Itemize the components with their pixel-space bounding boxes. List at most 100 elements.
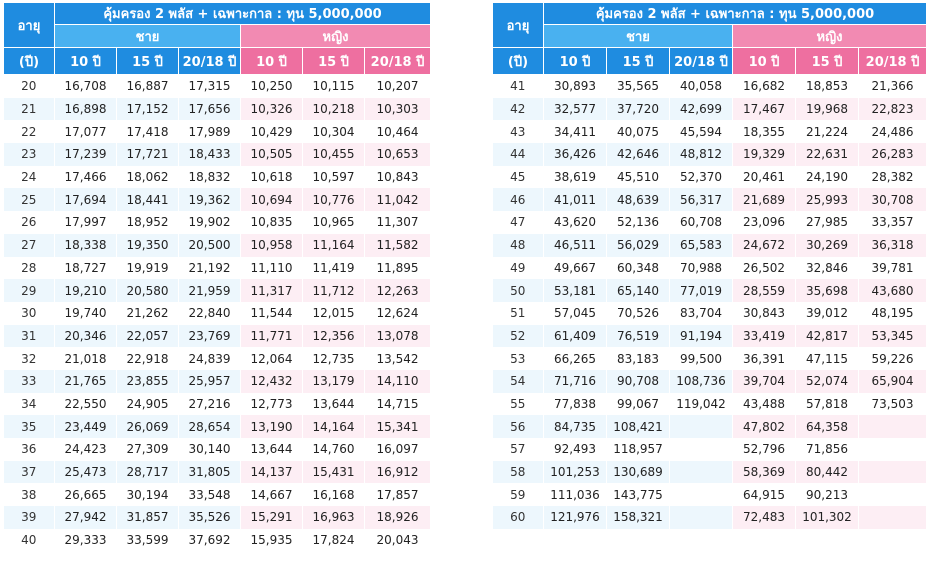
premium-cell: 23,096 — [732, 211, 796, 234]
table-row: 57 92,493 118,957 52,796 71,856 — [492, 438, 927, 461]
premium-cell: 72,483 — [732, 506, 796, 529]
premium-cell: 101,253 — [543, 460, 607, 484]
age-cell: 48 — [492, 233, 544, 257]
premium-cell: 15,431 — [302, 460, 365, 484]
table-row: 36 24,423 27,309 30,140 13,644 14,760 16,097 — [3, 438, 432, 461]
premium-cell: 17,077 — [54, 120, 117, 144]
premium-cell: 36,391 — [732, 347, 796, 370]
premium-cell: 24,486 — [858, 120, 927, 144]
premium-cell: 17,466 — [54, 165, 117, 189]
premium-cell: 43,680 — [858, 279, 927, 302]
term-20-female: 20/18 ปี — [363, 47, 432, 75]
age-cell: 56 — [492, 415, 544, 438]
age-cell: 27 — [3, 233, 55, 257]
premium-cell: 27,309 — [116, 438, 179, 461]
table-row: 47 43,620 52,136 60,708 23,096 27,985 33,357 — [492, 211, 927, 234]
premium-cell: 19,902 — [178, 211, 241, 234]
premium-cell: 99,500 — [669, 347, 733, 370]
table-row: 20 16,708 16,887 17,315 10,250 10,115 10,207 — [3, 74, 432, 98]
premium-cell: 16,682 — [732, 74, 796, 98]
premium-cell: 24,423 — [54, 438, 117, 461]
premium-cell — [669, 506, 733, 529]
premium-cell: 80,442 — [795, 460, 859, 484]
premium-cell: 19,362 — [178, 188, 241, 212]
premium-cell: 66,265 — [543, 347, 607, 370]
age-cell: 32 — [3, 347, 55, 370]
term-15-male: 15 ปี — [116, 47, 179, 75]
premium-cell: 18,338 — [54, 233, 117, 257]
table-row: 25 17,694 18,441 19,362 10,694 10,776 11,042 — [3, 188, 432, 212]
table-row: 54 71,716 90,708 108,736 39,704 52,074 65,904 — [492, 369, 927, 393]
premium-cell: 47,115 — [795, 347, 859, 370]
table-row: 52 61,409 76,519 91,194 33,419 42,817 53,345 — [492, 324, 927, 348]
age-unit: (ปี) — [492, 47, 544, 75]
term-20-female: 20/18 ปี — [857, 47, 927, 75]
age-cell: 49 — [492, 256, 544, 280]
premium-cell: 12,624 — [364, 301, 432, 325]
premium-cell: 90,213 — [795, 483, 859, 507]
premium-cell: 111,036 — [543, 483, 607, 507]
table-row: 53 66,265 83,183 99,500 36,391 47,115 59,226 — [492, 347, 927, 370]
premium-cell: 52,136 — [606, 211, 670, 234]
premium-cell: 20,580 — [116, 279, 179, 302]
premium-cell: 22,840 — [178, 301, 241, 325]
premium-cell: 34,411 — [543, 120, 607, 144]
premium-cell: 108,736 — [669, 369, 733, 393]
age-cell: 28 — [3, 256, 55, 280]
premium-cell: 28,382 — [858, 165, 927, 189]
premium-cell: 28,717 — [116, 460, 179, 484]
premium-cell: 92,493 — [543, 438, 607, 461]
premium-cell — [669, 415, 733, 438]
premium-cell: 158,321 — [606, 506, 670, 529]
term-10-female: 10 ปี — [732, 47, 796, 75]
premium-cell: 10,250 — [240, 74, 303, 98]
premium-table-left: อายุ คุ้มครอง 2 พลัส + เฉพาะกาล : ทุน 5,… — [3, 2, 432, 552]
table-row: 46 41,011 48,639 56,317 21,689 25,993 30,708 — [492, 188, 927, 212]
premium-cell — [669, 438, 733, 461]
age-cell: 44 — [492, 143, 544, 166]
premium-cell: 52,074 — [795, 369, 859, 393]
premium-cell: 18,727 — [54, 256, 117, 280]
premium-cell: 12,735 — [302, 347, 365, 370]
premium-cell: 10,429 — [240, 120, 303, 144]
premium-cell: 10,303 — [364, 97, 432, 121]
premium-cell: 37,720 — [606, 97, 670, 121]
age-cell: 54 — [492, 369, 544, 393]
table-row: 55 77,838 99,067 119,042 43,488 57,818 73,503 — [492, 392, 927, 416]
premium-cell: 70,988 — [669, 256, 733, 280]
premium-cell: 39,704 — [732, 369, 796, 393]
premium-cell: 19,919 — [116, 256, 179, 280]
premium-cell: 64,358 — [795, 415, 859, 438]
premium-cell: 53,345 — [858, 324, 927, 348]
premium-cell: 10,207 — [364, 74, 432, 98]
age-cell: 59 — [492, 483, 544, 507]
premium-cell — [858, 460, 927, 484]
premium-cell: 24,190 — [795, 165, 859, 189]
premium-cell: 17,997 — [54, 211, 117, 234]
premium-cell: 18,441 — [116, 188, 179, 212]
premium-cell: 39,781 — [858, 256, 927, 280]
premium-cell: 22,918 — [116, 347, 179, 370]
premium-cell: 10,776 — [302, 188, 365, 212]
premium-cell: 47,802 — [732, 415, 796, 438]
male-header: ชาย — [54, 24, 241, 48]
premium-cell: 10,958 — [240, 233, 303, 257]
table-row: 24 17,466 18,062 18,832 10,618 10,597 10,843 — [3, 165, 432, 189]
premium-cell: 35,565 — [606, 74, 670, 98]
premium-cell: 57,045 — [543, 301, 607, 325]
premium-cell: 143,775 — [606, 483, 670, 507]
premium-cell: 11,110 — [240, 256, 303, 280]
premium-cell: 14,715 — [364, 392, 432, 416]
premium-cell: 30,140 — [178, 438, 241, 461]
premium-table-right: อายุ คุ้มครอง 2 พลัส + เฉพาะกาล : ทุน 5,… — [492, 2, 927, 529]
premium-cell: 21,959 — [178, 279, 241, 302]
term-20-male: 20/18 ปี — [669, 47, 733, 75]
age-cell: 22 — [3, 120, 55, 144]
term-15-female: 15 ปี — [795, 47, 859, 75]
table-row: 37 25,473 28,717 31,805 14,137 15,431 16,912 — [3, 460, 432, 484]
premium-cell: 20,346 — [54, 324, 117, 348]
table-row: 51 57,045 70,526 83,704 30,843 39,012 48,195 — [492, 301, 927, 325]
age-cell: 35 — [3, 415, 55, 438]
premium-cell: 10,464 — [364, 120, 432, 144]
premium-cell: 32,577 — [543, 97, 607, 121]
